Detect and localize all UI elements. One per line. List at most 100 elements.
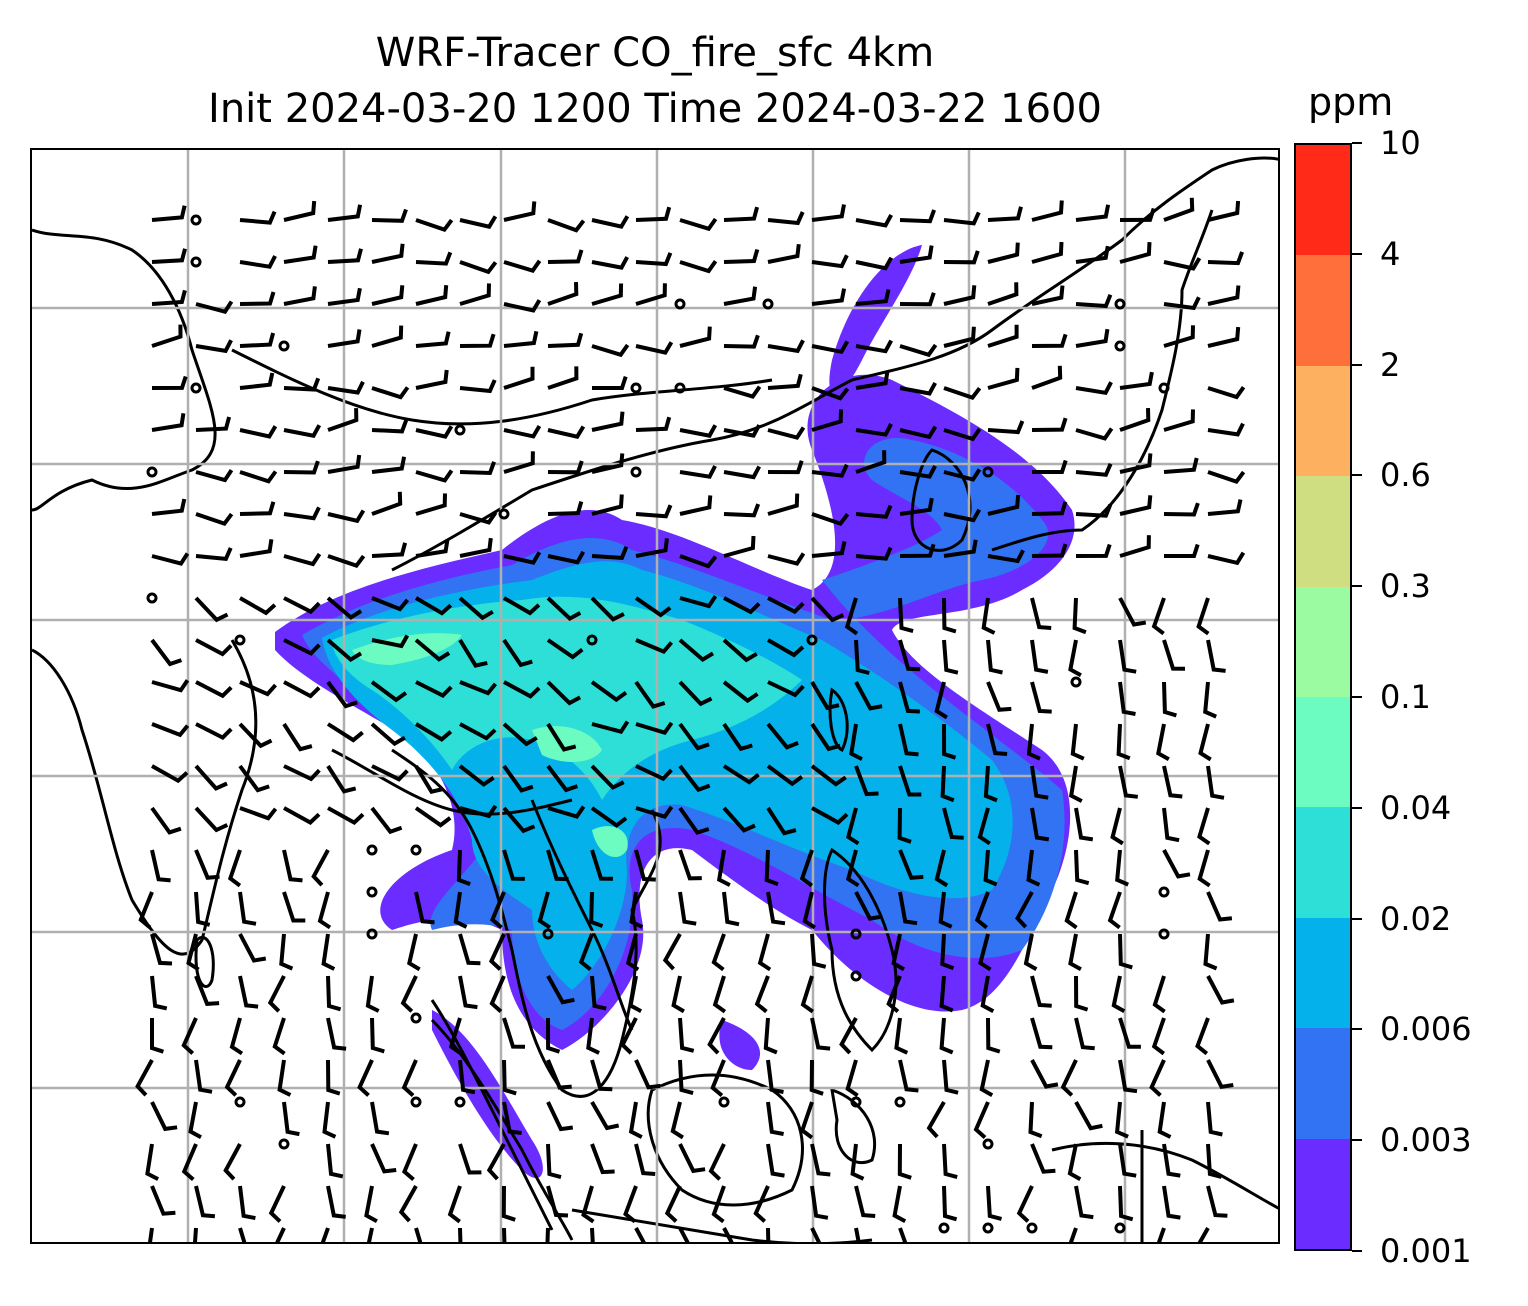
colorbar-tick-label: 0.003: [1380, 1121, 1472, 1160]
wind-barb: [448, 1017, 463, 1056]
wind-barb: [809, 1059, 824, 1096]
wind-barb: [1075, 245, 1110, 264]
wind-barb: [401, 1059, 418, 1097]
wind-barb: [811, 463, 849, 478]
wind-barb: [326, 975, 342, 1012]
wind-barb: [943, 539, 978, 558]
wind-barb: [371, 208, 408, 223]
wind-barb: [943, 508, 982, 523]
wind-barb: [1207, 551, 1246, 566]
wind-barb: [194, 806, 229, 833]
wind-barb: [371, 386, 410, 400]
wind-barb: [855, 339, 893, 354]
wind-barb: [1207, 499, 1243, 516]
map-panel: [30, 148, 1280, 1244]
wind-barb: [283, 245, 318, 264]
wind-barb: [414, 722, 453, 742]
wind-barb: [546, 764, 579, 793]
wind-barb: [679, 495, 713, 516]
wind-barb: [943, 211, 981, 226]
wind-barb: [458, 1059, 476, 1095]
wind-barb: [268, 1185, 286, 1223]
wind-barb: [546, 1143, 562, 1180]
wind-barb: [194, 891, 211, 927]
wind-barb: [371, 419, 409, 434]
wind-barb: [458, 1227, 463, 1242]
wind-barb: [459, 511, 498, 525]
wind-barb: [590, 1143, 615, 1175]
wind-barb: [458, 638, 488, 668]
wind-barb: [502, 849, 525, 881]
wind-barb: [364, 1185, 378, 1224]
wind-barb: [415, 469, 454, 483]
wind-barb: [886, 975, 902, 1014]
wind-barb: [502, 1227, 507, 1242]
wind-barb: [811, 540, 847, 558]
wind-barb: [1119, 453, 1153, 474]
wind-barb: [635, 721, 674, 736]
wind-barb: [986, 723, 1008, 756]
wind-barb: [326, 1185, 346, 1219]
wind-barb: [414, 596, 453, 616]
wind-barb: [1030, 1017, 1053, 1050]
wind-barb: [679, 554, 718, 569]
wind-barb: [1118, 639, 1137, 674]
calm-wind-marker: [850, 970, 862, 982]
wind-barb: [194, 596, 229, 623]
wind-barb: [987, 242, 1020, 264]
calm-wind-marker: [234, 1096, 246, 1108]
coastline-new-guinea: [1051, 1141, 1278, 1210]
wind-barb: [678, 849, 702, 881]
colorbar: [1294, 143, 1352, 1251]
colorbar-tick-label: 0.3: [1380, 567, 1431, 606]
wind-barb: [1030, 1059, 1059, 1089]
wind-barb: [1075, 381, 1113, 396]
wind-barb: [1119, 207, 1156, 222]
wind-barb: [1064, 891, 1078, 930]
wind-barb: [503, 451, 535, 474]
wind-barb: [282, 849, 303, 883]
wind-barb: [195, 512, 234, 527]
wind-barb: [371, 542, 408, 558]
wind-barb: [766, 1059, 784, 1094]
wind-barb: [898, 723, 919, 757]
wind-barb: [415, 539, 450, 558]
plume-outer-north-arm: [829, 245, 922, 394]
wind-barb: [326, 680, 358, 709]
plume-peak-3: [592, 826, 628, 858]
wind-barb: [458, 1143, 482, 1175]
wind-barb: [135, 1059, 154, 1097]
wind-barb: [898, 681, 920, 714]
wind-barb: [845, 807, 860, 846]
wind-barb: [810, 933, 827, 969]
wind-barb: [283, 764, 321, 782]
wind-barb: [671, 975, 685, 1014]
wind-barb: [415, 425, 454, 439]
plume-peak: [352, 633, 462, 665]
wind-barb: [486, 1143, 506, 1181]
wind-barb: [415, 369, 449, 390]
wind-barb: [1031, 543, 1068, 558]
calm-wind-marker: [806, 634, 818, 646]
wind-barb: [194, 1185, 216, 1219]
wind-barb: [145, 1143, 160, 1181]
wind-barb: [1163, 296, 1201, 311]
wind-barb: [810, 1185, 829, 1220]
wind-barb: [1119, 371, 1154, 390]
wind-barb: [1074, 849, 1090, 886]
wind-barb: [810, 596, 845, 623]
calm-wind-marker: [278, 1138, 290, 1150]
colorbar-tick: [1352, 917, 1362, 920]
wind-barb: [365, 975, 380, 1013]
wind-barb: [767, 426, 806, 440]
wind-barb: [547, 332, 584, 348]
wind-barb: [503, 424, 542, 439]
wind-barb: [591, 453, 625, 474]
wind-barb: [327, 287, 362, 306]
wind-barb: [1016, 1185, 1034, 1223]
wind-barb: [283, 200, 317, 222]
wind-barb: [238, 1227, 247, 1242]
wind-barb: [1026, 849, 1041, 887]
coastline-borneo: [646, 1073, 804, 1207]
coastline-india: [32, 228, 217, 512]
